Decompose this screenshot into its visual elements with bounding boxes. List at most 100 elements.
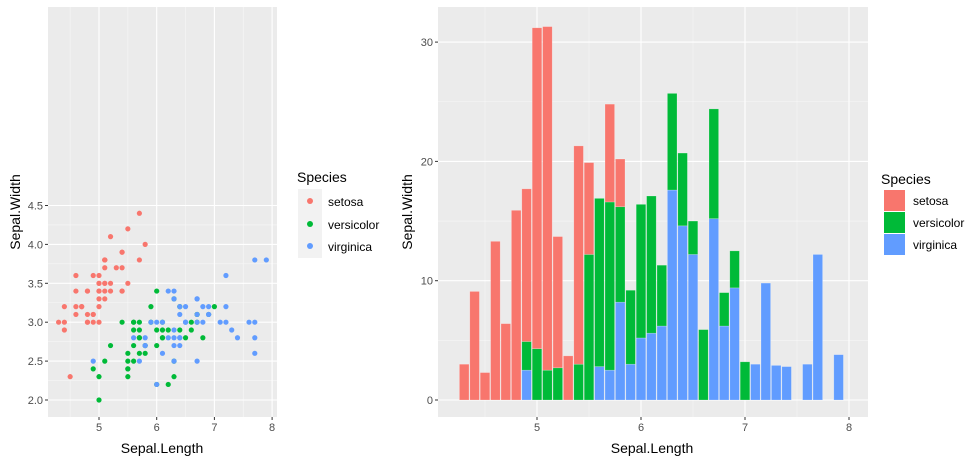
scatter-point-setosa [96, 272, 102, 279]
scatter-point-setosa [96, 304, 102, 310]
scatter-point-versicolor [165, 381, 171, 388]
scatter-point-versicolor [125, 374, 131, 380]
bar-segment-setosa [490, 241, 501, 401]
bar-segment-versicolor [635, 204, 647, 339]
scatter-point-virginica [223, 304, 229, 310]
scatter-point-virginica [177, 342, 183, 349]
scatter-point-setosa [61, 327, 67, 333]
bar-legend-title: Species [881, 171, 931, 187]
scatter-point-versicolor [136, 335, 142, 341]
scatter-point-virginica [182, 304, 189, 310]
scatter-point-setosa [61, 304, 67, 310]
scatter-point-versicolor [125, 350, 131, 356]
y-tick-label: 0 [427, 395, 433, 407]
scatter-point-virginica [234, 335, 241, 341]
scatter-point-versicolor [171, 374, 177, 380]
scatter-point-setosa [125, 280, 131, 286]
bar-segment-setosa [511, 210, 522, 401]
legend-label-virginica: virginica [913, 238, 957, 252]
bar-segment-setosa [583, 162, 595, 255]
bar-segment-setosa [531, 27, 543, 350]
y-tick-label: 30 [421, 37, 433, 49]
bar-segment-setosa [573, 145, 584, 365]
scatter-point-virginica [171, 342, 177, 349]
bar-segment-virginica [729, 287, 740, 401]
scatter-point-setosa [136, 210, 142, 216]
scatter-point-versicolor [131, 319, 137, 325]
scatter-point-versicolor [136, 350, 142, 356]
bar-segment-virginica [646, 332, 657, 401]
bar-segment-versicolor [625, 289, 636, 365]
scatter-point-virginica [223, 319, 229, 325]
scatter-point-versicolor [90, 366, 96, 372]
scatter-point-versicolor [211, 304, 217, 310]
scatter-point-versicolor [154, 327, 160, 333]
scatter-point-versicolor [131, 327, 137, 333]
scatter-point-virginica [131, 335, 137, 341]
scatter-point-virginica [177, 335, 183, 341]
scatter-point-virginica [229, 327, 235, 333]
bar-segment-virginica [812, 254, 823, 401]
scatter-point-virginica [182, 319, 189, 325]
legend-label-virginica: virginica [328, 240, 372, 254]
scatter-point-virginica [194, 311, 200, 318]
scatter-point-versicolor [96, 374, 102, 380]
scatter-point-setosa [107, 280, 114, 286]
scatter-point-setosa [90, 272, 96, 279]
scatter-point-versicolor [131, 358, 137, 364]
scatter-point-setosa [102, 288, 108, 294]
scatter-point-versicolor [142, 350, 148, 356]
scatter-legend: Species setosa versicolor virginica [297, 169, 379, 258]
bar-segment-versicolor [604, 201, 615, 371]
scatter-point-versicolor [125, 366, 131, 372]
scatter-point-virginica [171, 327, 177, 333]
x-tick-label: 5 [534, 422, 540, 434]
x-tick-label: 8 [846, 422, 852, 434]
legend-key-setosa [884, 190, 905, 211]
scatter-point-setosa [73, 272, 79, 279]
scatter-point-versicolor [154, 288, 160, 294]
bar-segment-virginica [760, 282, 771, 401]
scatter-point-setosa [119, 288, 125, 294]
scatter-point-setosa [90, 311, 96, 318]
bar-segment-virginica [677, 225, 688, 401]
bar-segment-virginica [802, 363, 813, 401]
legend-label-versicolor: versicolor [913, 216, 964, 230]
scatter-point-setosa [102, 296, 108, 302]
scatter-point-setosa [107, 234, 114, 240]
scatter-point-setosa [96, 288, 102, 294]
bar-segment-versicolor [708, 108, 719, 219]
scatter-point-virginica [142, 342, 148, 349]
scatter-point-virginica [154, 381, 160, 388]
bar-segment-virginica [833, 354, 844, 401]
scatter-point-setosa [73, 304, 79, 310]
bar-segment-setosa [563, 355, 574, 401]
scatter-point-setosa [61, 319, 67, 325]
scatter-point-virginica [194, 319, 200, 325]
bar-segment-virginica [719, 325, 730, 401]
bar-segment-virginica [615, 301, 626, 401]
scatter-point-setosa [96, 319, 102, 325]
scatter-point-versicolor [136, 327, 142, 333]
bar-segment-virginica [635, 337, 647, 401]
scatter-point-versicolor [125, 358, 131, 364]
scatter-point-setosa [84, 311, 91, 318]
scatter-y-axis-title: Sepal.Width [7, 174, 23, 249]
scatter-point-virginica [223, 272, 229, 279]
bar-segment-versicolor [583, 254, 595, 401]
bar-segment-virginica [687, 254, 699, 401]
scatter-point-setosa [107, 288, 114, 294]
x-tick-label: 7 [742, 422, 748, 434]
scatter-point-virginica [159, 350, 166, 356]
scatter-point-setosa [125, 226, 131, 232]
bar-segment-versicolor [698, 329, 709, 401]
scatter-point-virginica [171, 335, 177, 341]
scatter-point-virginica [142, 335, 148, 341]
bar-segment-versicolor [646, 195, 657, 334]
scatter-point-setosa [96, 280, 102, 286]
scatter-point-versicolor [165, 327, 171, 333]
scatter-point-virginica [90, 358, 96, 364]
scatter-point-virginica [263, 257, 269, 263]
y-tick-label: 20 [421, 156, 433, 168]
